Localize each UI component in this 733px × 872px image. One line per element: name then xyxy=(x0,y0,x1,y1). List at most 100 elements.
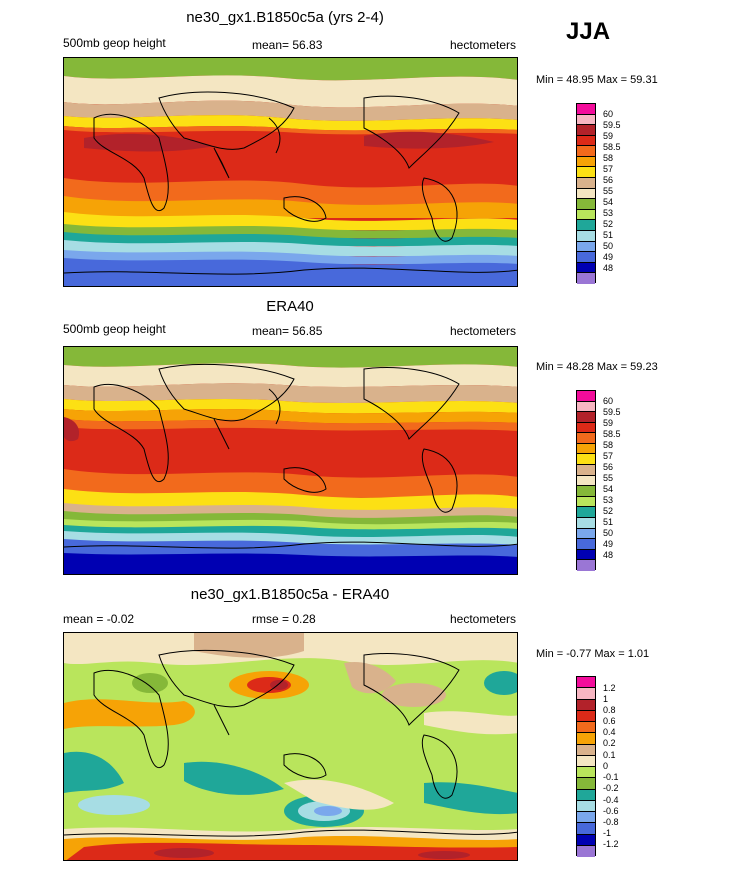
panel1-colorbar xyxy=(576,103,596,284)
panel1-tick: 48 xyxy=(603,263,614,273)
panel3-tick: -0.4 xyxy=(603,795,619,805)
panel1-tick: 56 xyxy=(603,175,614,185)
colorbar-swatch xyxy=(577,167,595,179)
colorbar-swatch xyxy=(577,209,595,221)
panel1-tick: 53 xyxy=(603,208,614,218)
panel2-tick: 50 xyxy=(603,528,614,538)
panel2-tick: 51 xyxy=(603,517,614,527)
colorbar-swatch xyxy=(577,744,595,756)
panel3-tick: -0.1 xyxy=(603,772,619,782)
panel2-tick: 56 xyxy=(603,462,614,472)
colorbar-swatch xyxy=(577,199,595,210)
panel3-tick: -0.8 xyxy=(603,817,619,827)
panel3-contour-field xyxy=(64,633,517,860)
season-label: JJA xyxy=(566,18,611,45)
panel3-map xyxy=(63,632,518,861)
colorbar-swatch xyxy=(577,454,595,466)
panel1-map xyxy=(63,57,518,287)
panel3-tick: 1 xyxy=(603,694,609,704)
panel2-title: ERA40 xyxy=(266,298,314,315)
colorbar-swatch xyxy=(577,722,595,734)
colorbar-swatch xyxy=(577,262,595,274)
panel3-tick: -0.2 xyxy=(603,783,619,793)
panel1-tick: 50 xyxy=(603,241,614,251)
colorbar-swatch xyxy=(577,188,595,200)
panel2-map xyxy=(63,346,518,575)
colorbar-swatch xyxy=(577,699,595,711)
panel3-mean: mean = -0.02 xyxy=(63,612,135,626)
panel1-tick: 52 xyxy=(603,219,614,229)
colorbar-swatch xyxy=(577,677,595,689)
colorbar-swatch xyxy=(577,412,595,423)
panel2-tick: 60 xyxy=(603,396,614,406)
panel1-tick: 57 xyxy=(603,164,614,174)
colorbar-swatch xyxy=(577,778,595,790)
panel1-title: ne30_gx1.B1850c5a (yrs 2-4) xyxy=(186,9,384,26)
colorbar-swatch xyxy=(577,549,595,561)
panel1-tick: 54 xyxy=(603,197,614,207)
colorbar-swatch xyxy=(577,230,595,242)
colorbar-swatch xyxy=(577,443,595,455)
panel2-minmax: Min = 48.28 Max = 59.23 xyxy=(536,361,658,373)
panel3-units: hectometers xyxy=(450,612,517,626)
colorbar-swatch xyxy=(577,517,595,529)
panel3-tick: -1 xyxy=(603,828,612,838)
panel3-tick: 0 xyxy=(603,761,609,771)
colorbar-swatch xyxy=(577,156,595,168)
panel1-tick: 58 xyxy=(603,153,614,163)
panel2-tick: 57 xyxy=(603,451,614,461)
colorbar-swatch xyxy=(577,391,595,402)
panel1-contour-field xyxy=(64,58,517,286)
panel3-colorbar xyxy=(576,676,596,857)
panel1-field: 500mb geop height xyxy=(63,36,166,50)
panel2-colorbar xyxy=(576,390,596,571)
colorbar-swatch xyxy=(577,733,595,745)
panel1-minmax: Min = 48.95 Max = 59.31 xyxy=(536,74,658,86)
colorbar-swatch xyxy=(577,845,595,857)
panel2-field: 500mb geop height xyxy=(63,322,166,336)
colorbar-swatch xyxy=(577,135,595,147)
panel2-tick: 53 xyxy=(603,495,614,505)
colorbar-swatch xyxy=(577,465,595,476)
colorbar-swatch xyxy=(577,178,595,189)
panel2-tick: 54 xyxy=(603,484,614,494)
panel1-tick: 49 xyxy=(603,252,614,262)
panel2-tick: 49 xyxy=(603,539,614,549)
panel3-tick: 0.1 xyxy=(603,750,616,760)
panel2-tick: 48 xyxy=(603,550,614,560)
panel3-tick: 0.4 xyxy=(603,727,616,737)
panel3-minmax: Min = -0.77 Max = 1.01 xyxy=(536,648,650,660)
panel2-tick: 55 xyxy=(603,473,614,483)
colorbar-swatch xyxy=(577,433,595,444)
colorbar-swatch xyxy=(577,496,595,508)
panel3-tick: 1.2 xyxy=(603,683,616,693)
panel3-tick: 0.6 xyxy=(603,716,616,726)
panel2-tick: 58 xyxy=(603,440,614,450)
colorbar-swatch xyxy=(577,241,595,253)
panel1-tick: 58.5 xyxy=(603,142,621,152)
colorbar-swatch xyxy=(577,755,595,767)
colorbar-swatch xyxy=(577,486,595,497)
panel1-tick: 55 xyxy=(603,186,614,196)
panel3-tick: -0.6 xyxy=(603,806,619,816)
colorbar-swatch xyxy=(577,834,595,846)
panel2-contour-field xyxy=(64,347,517,574)
panel3-title: ne30_gx1.B1850c5a - ERA40 xyxy=(190,586,390,603)
panel3-tick: 0.8 xyxy=(603,705,616,715)
colorbar-swatch xyxy=(577,104,595,115)
panel2-mean: mean= 56.85 xyxy=(252,324,323,338)
colorbar-swatch xyxy=(577,273,595,284)
colorbar-swatch xyxy=(577,401,595,413)
panel3-tick: -1.2 xyxy=(603,839,619,849)
colorbar-swatch xyxy=(577,767,595,779)
colorbar-swatch xyxy=(577,125,595,136)
panel2-tick: 52 xyxy=(603,506,614,516)
colorbar-swatch xyxy=(577,812,595,824)
panel2-units: hectometers xyxy=(450,324,517,338)
colorbar-swatch xyxy=(577,252,595,263)
colorbar-swatch xyxy=(577,528,595,540)
colorbar-swatch xyxy=(577,800,595,812)
colorbar-swatch xyxy=(577,560,595,571)
colorbar-swatch xyxy=(577,475,595,487)
panel1-tick: 60 xyxy=(603,109,614,119)
